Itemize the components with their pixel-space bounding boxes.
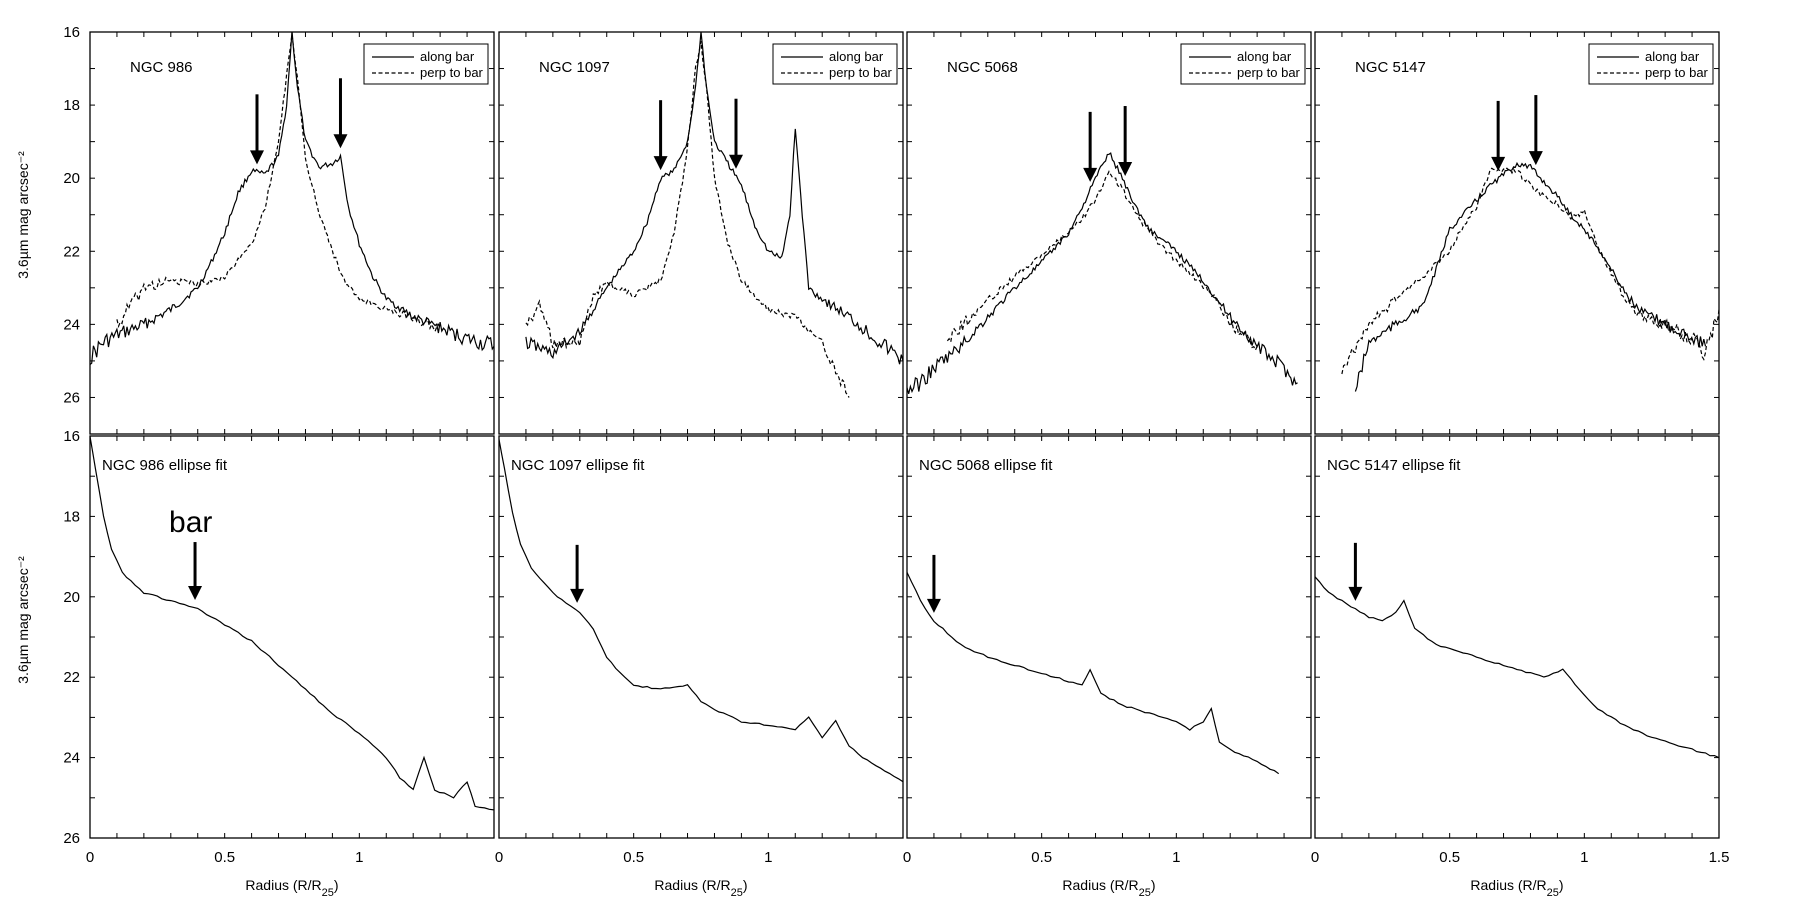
panel-label: NGC 1097 ellipse fit	[511, 457, 645, 474]
series-perp-to-bar	[1341, 167, 1719, 375]
panel-bottom-1: 0 0.5 1 Radius (R/R25) NGC 1097 ellipse fit	[495, 435, 904, 899]
panel-frame	[498, 435, 904, 839]
x-tick-label: 0	[495, 849, 503, 866]
y-tick-label: 18	[63, 508, 80, 525]
panel-frame	[89, 435, 495, 839]
x-axis-label: Radius (R/R25)	[245, 877, 338, 899]
arrow-head	[1348, 586, 1363, 601]
panel-bottom-3: 0 0.5 1 1.5 Radius (R/R25) NGC 5147 ellipse f…	[1311, 435, 1730, 899]
series-along-bar	[499, 439, 903, 783]
x-tick-label: 0.5	[1439, 849, 1460, 866]
x-tick-label: 1.5	[1709, 849, 1730, 866]
y-tick-label: 26	[63, 389, 80, 406]
series-perp-to-bar	[116, 34, 441, 333]
series-perp-to-bar	[525, 41, 850, 398]
arrow-head	[1118, 162, 1133, 177]
panel-label: NGC 5147 ellipse fit	[1327, 457, 1461, 474]
y-tick-label: 16	[63, 428, 80, 445]
arrow-head	[570, 588, 585, 603]
series-along-bar	[1315, 576, 1719, 759]
panel-label: NGC 5147	[1355, 59, 1426, 76]
x-axis-label: Radius (R/R25)	[1470, 877, 1563, 899]
legend-label-along-bar: along bar	[829, 49, 884, 64]
ylabel-top: 3.6µm mag arcsec⁻²	[15, 151, 31, 279]
legend-box	[772, 43, 898, 85]
arrow-head	[249, 150, 264, 165]
series-perp-to-bar	[946, 170, 1258, 352]
axis-labels-layer: 3.6µm mag arcsec⁻² 3.6µm mag arcsec⁻²	[15, 151, 31, 684]
panel-label: NGC 5068 ellipse fit	[919, 457, 1053, 474]
legend-label-perp-to-bar: perp to bar	[829, 65, 893, 80]
legend-label-along-bar: along bar	[1645, 49, 1700, 64]
bar-annotation: bar	[169, 506, 212, 539]
arrow-head	[1528, 151, 1543, 166]
series-along-bar	[907, 572, 1280, 775]
y-tick-label: 20	[63, 170, 80, 187]
x-tick-label: 1	[1172, 849, 1180, 866]
legend-box	[1180, 43, 1306, 85]
x-tick-label: 1	[1580, 849, 1588, 866]
arrow-head	[926, 598, 941, 613]
panel-bottom-0: 16 18 20 22 24 26 0 0.5 1 Radius (R/R25) NGC 986 e…	[63, 428, 495, 899]
arrow-head	[1491, 156, 1506, 171]
arrow-head	[653, 156, 668, 171]
series-along-bar	[525, 32, 903, 365]
y-tick-label: 24	[63, 750, 80, 767]
panel-label: NGC 986 ellipse fit	[102, 457, 228, 474]
legend-label-perp-to-bar: perp to bar	[1237, 65, 1301, 80]
legend-label-along-bar: along bar	[420, 49, 475, 64]
ylabel-bottom: 3.6µm mag arcsec⁻²	[15, 556, 31, 684]
x-tick-label: 0.5	[214, 849, 235, 866]
y-tick-label: 16	[63, 24, 80, 41]
y-tick-label: 22	[63, 669, 80, 686]
series-along-bar	[907, 152, 1298, 394]
panel-label: NGC 986	[130, 59, 193, 76]
legend-box	[363, 43, 489, 85]
x-axis-label: Radius (R/R25)	[1062, 877, 1155, 899]
x-tick-label: 1	[355, 849, 363, 866]
x-tick-label: 0	[86, 849, 94, 866]
y-tick-label: 20	[63, 589, 80, 606]
panel-frame	[906, 435, 1312, 839]
arrow-head	[188, 586, 203, 601]
panel-frame	[1314, 435, 1720, 839]
panel-frame	[89, 31, 495, 435]
x-tick-label: 0.5	[1031, 849, 1052, 866]
panel-frame	[906, 31, 1312, 435]
series-along-bar	[1354, 161, 1707, 392]
legend-label-along-bar: along bar	[1237, 49, 1292, 64]
arrow-head	[1083, 167, 1098, 182]
series-along-bar	[90, 436, 494, 811]
y-tick-label: 24	[63, 316, 80, 333]
legend-label-perp-to-bar: perp to bar	[420, 65, 484, 80]
x-axis-label: Radius (R/R25)	[654, 877, 747, 899]
y-tick-label: 26	[63, 830, 80, 847]
panel-frame	[1314, 31, 1720, 435]
arrow-head	[333, 134, 348, 149]
panel-label: NGC 1097	[539, 59, 610, 76]
y-tick-label: 22	[63, 243, 80, 260]
x-tick-label: 0.5	[623, 849, 644, 866]
legend-box	[1588, 43, 1714, 85]
panel-frame	[498, 31, 904, 435]
x-tick-label: 1	[764, 849, 772, 866]
arrow-head	[729, 154, 744, 169]
y-tick-label: 18	[63, 97, 80, 114]
panel-bottom-2: 0 0.5 1 Radius (R/R25) NGC 5068 ellipse fit	[903, 435, 1312, 899]
panel-label: NGC 5068	[947, 59, 1018, 76]
x-tick-label: 0	[1311, 849, 1319, 866]
legend-label-perp-to-bar: perp to bar	[1645, 65, 1709, 80]
x-tick-label: 0	[903, 849, 911, 866]
